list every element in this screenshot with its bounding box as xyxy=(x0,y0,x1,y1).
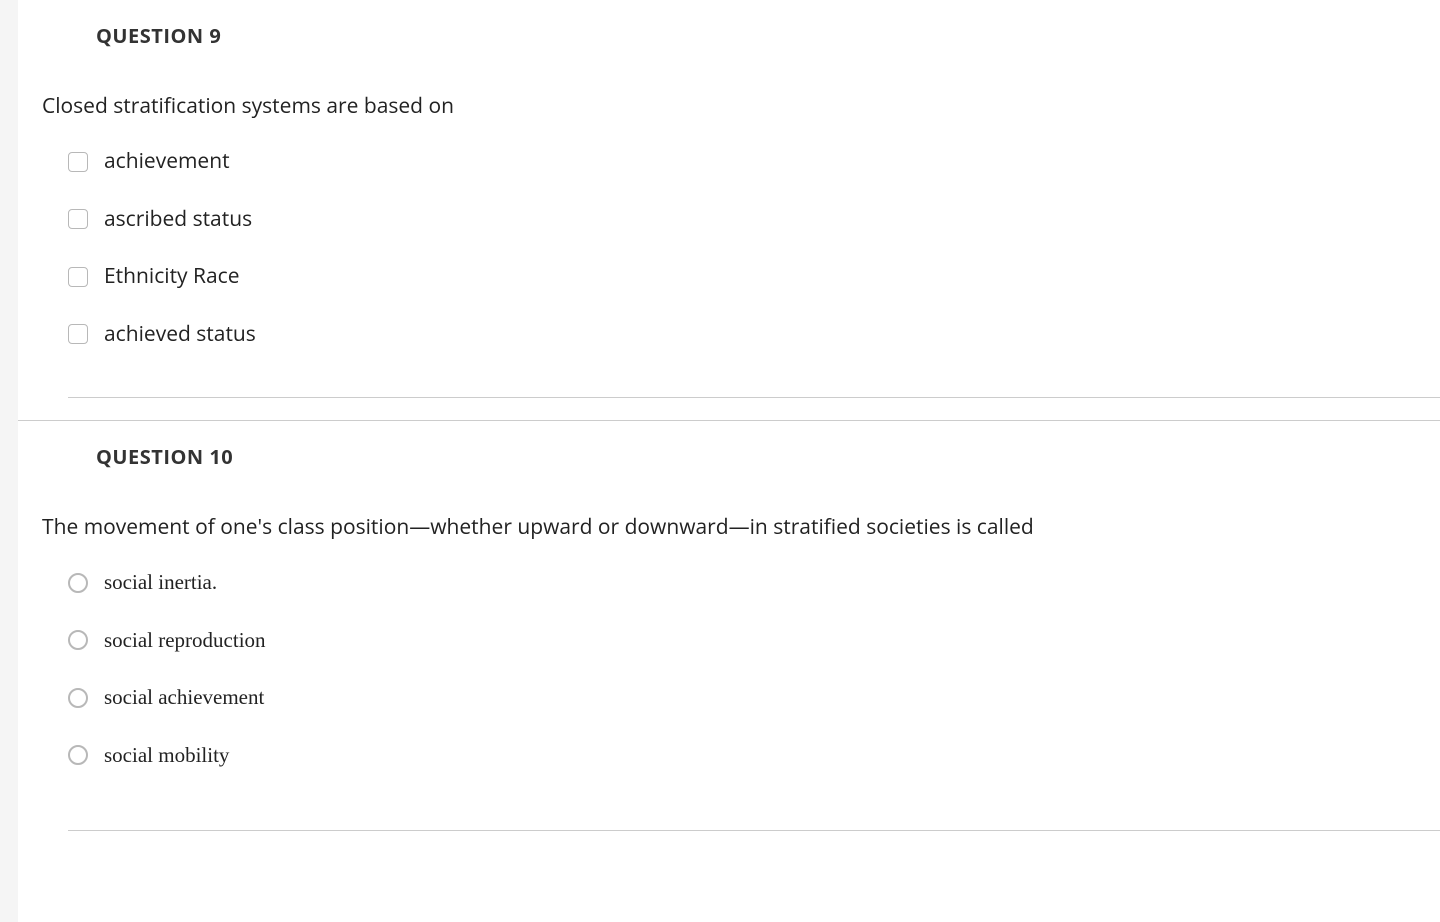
option-label: Ethnicity Race xyxy=(104,262,240,291)
option-row[interactable]: Ethnicity Race xyxy=(68,262,1440,291)
option-row[interactable]: social achievement xyxy=(68,683,1440,712)
divider xyxy=(68,830,1440,831)
option-row[interactable]: achievement xyxy=(68,147,1440,176)
question-10-title: QUESTION 10 xyxy=(18,421,1440,471)
radio-icon[interactable] xyxy=(68,573,88,593)
radio-icon[interactable] xyxy=(68,630,88,650)
question-10-block: QUESTION 10 The movement of one's class … xyxy=(18,421,1440,831)
option-label: social reproduction xyxy=(104,626,266,655)
checkbox-icon[interactable] xyxy=(68,324,88,344)
checkbox-icon[interactable] xyxy=(68,209,88,229)
option-label: social mobility xyxy=(104,741,229,770)
question-10-options: social inertia. social reproduction soci… xyxy=(18,542,1440,770)
option-row[interactable]: social inertia. xyxy=(68,568,1440,597)
radio-icon[interactable] xyxy=(68,745,88,765)
page-container: QUESTION 9 Closed stratification systems… xyxy=(18,0,1440,922)
option-label: ascribed status xyxy=(104,205,252,234)
option-label: achieved status xyxy=(104,320,256,349)
divider xyxy=(68,397,1440,398)
option-row[interactable]: ascribed status xyxy=(68,205,1440,234)
option-label: achievement xyxy=(104,147,230,176)
checkbox-icon[interactable] xyxy=(68,152,88,172)
question-9-block: QUESTION 9 Closed stratification systems… xyxy=(18,0,1440,421)
question-9-options: achievement ascribed status Ethnicity Ra… xyxy=(18,121,1440,349)
question-9-prompt: Closed stratification systems are based … xyxy=(18,50,1440,121)
option-label: social achievement xyxy=(104,683,264,712)
option-row[interactable]: social mobility xyxy=(68,741,1440,770)
option-row[interactable]: achieved status xyxy=(68,320,1440,349)
option-label: social inertia. xyxy=(104,568,217,597)
radio-icon[interactable] xyxy=(68,688,88,708)
checkbox-icon[interactable] xyxy=(68,267,88,287)
option-row[interactable]: social reproduction xyxy=(68,626,1440,655)
question-9-title: QUESTION 9 xyxy=(18,0,1440,50)
question-10-prompt: The movement of one's class position—whe… xyxy=(18,471,1440,542)
